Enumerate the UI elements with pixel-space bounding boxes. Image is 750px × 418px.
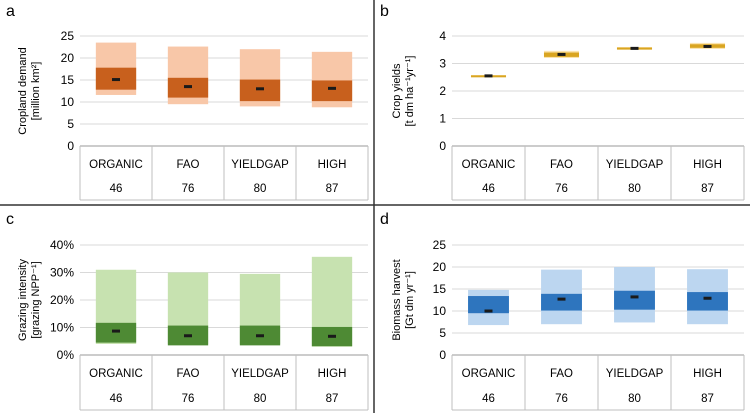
y-tick-label: 20	[433, 260, 447, 274]
category-label: ORGANIC	[462, 159, 516, 171]
y-tick-label: 4	[439, 29, 446, 43]
mean-marker	[112, 329, 120, 333]
inner-range-bar	[468, 296, 509, 314]
panel-letter: c	[6, 211, 14, 228]
category-label: YIELDGAP	[606, 159, 664, 171]
mean-marker	[630, 46, 639, 50]
y-tick-label: 20%	[50, 293, 74, 307]
scenario-count: 80	[628, 393, 641, 405]
y-tick-label: 15	[433, 282, 447, 296]
y-tick-label: 0	[67, 139, 74, 153]
y-tick-label: 10	[433, 304, 447, 318]
y-tick-label: 5	[439, 326, 446, 340]
y-tick-label: 5	[67, 117, 74, 131]
category-label: ORGANIC	[462, 368, 516, 380]
inner-range-bar	[311, 80, 353, 102]
y-axis-unit: [grazing NPP⁻¹]	[30, 261, 42, 338]
category-label: YIELDGAP	[231, 159, 289, 171]
y-tick-label: 2	[439, 84, 446, 98]
scenario-count: 76	[182, 183, 195, 195]
mean-marker	[484, 74, 493, 78]
y-axis-label: Biomass harvest	[391, 259, 403, 340]
category-label: ORGANIC	[89, 159, 143, 171]
y-axis-label: Cropland demand	[17, 47, 29, 134]
category-label: HIGH	[318, 368, 347, 380]
mean-marker	[184, 85, 192, 89]
y-axis-label: Crop yields	[391, 63, 403, 119]
y-tick-label: 10	[61, 95, 75, 109]
category-label: FAO	[550, 368, 573, 380]
mean-marker	[328, 86, 336, 90]
inner-range-bar	[687, 292, 728, 311]
category-label: HIGH	[693, 368, 722, 380]
scenario-count: 76	[555, 183, 568, 195]
category-label: FAO	[176, 368, 199, 380]
scenario-count: 76	[182, 393, 195, 405]
mean-marker	[256, 334, 264, 338]
y-tick-label: 3	[439, 57, 446, 71]
y-tick-label: 10%	[50, 321, 74, 335]
mean-marker	[703, 44, 712, 48]
scenario-count: 87	[701, 393, 714, 405]
mean-marker	[112, 78, 120, 82]
mean-marker	[557, 52, 566, 56]
mean-marker	[703, 296, 712, 300]
y-axis-unit: [Gt dm yr⁻¹]	[404, 271, 416, 329]
category-label: YIELDGAP	[606, 368, 664, 380]
scenario-count: 80	[254, 393, 267, 405]
y-tick-label: 1	[439, 112, 446, 126]
scenario-count: 87	[326, 183, 339, 195]
scenario-count: 46	[110, 393, 123, 405]
mean-marker	[328, 334, 336, 338]
y-axis-unit: [million km²]	[30, 62, 42, 121]
category-label: FAO	[176, 159, 199, 171]
panel-b: b Crop yields [t dm ha⁻¹yr⁻¹] 0 1 2 3 4 ORGANIC 4…	[380, 3, 745, 201]
category-label: FAO	[550, 159, 573, 171]
category-label: YIELDGAP	[231, 368, 289, 380]
y-tick-label: 0	[439, 348, 446, 362]
panel-c: c Grazing intensity [grazing NPP⁻¹] 0% 10% 20…	[6, 211, 369, 411]
panel-d: d Biomass harvest [Gt dm yr⁻¹] 0 5 10 15 20 25 OR…	[380, 211, 745, 411]
y-axis-label: Grazing intensity	[17, 259, 29, 341]
y-axis-unit: [t dm ha⁻¹yr⁻¹]	[404, 56, 416, 127]
scenario-count: 46	[482, 393, 495, 405]
y-tick-label: 30%	[50, 266, 74, 280]
scenario-count: 87	[701, 183, 714, 195]
inner-range-bar	[239, 79, 281, 102]
mean-marker	[184, 334, 192, 338]
scenario-count: 80	[628, 183, 641, 195]
mean-marker	[484, 309, 493, 313]
panel-a: a Cropland demand [million km²] 0 5 10 15 20 25 O…	[6, 3, 369, 201]
mean-marker	[630, 295, 639, 299]
inner-range-bar	[95, 322, 137, 343]
y-tick-label: 0	[439, 139, 446, 153]
inner-range-bar	[614, 290, 655, 310]
y-tick-label: 0%	[57, 348, 75, 362]
y-tick-label: 25	[433, 238, 447, 252]
category-label: HIGH	[693, 159, 722, 171]
scenario-count: 46	[482, 183, 495, 195]
inner-range-bar	[541, 293, 582, 311]
category-label: ORGANIC	[89, 368, 143, 380]
category-label: HIGH	[318, 159, 347, 171]
mean-marker	[557, 297, 566, 301]
panel-letter: d	[380, 211, 389, 228]
panel-letter: b	[380, 3, 389, 20]
mean-marker	[256, 87, 264, 91]
y-tick-label: 20	[61, 51, 75, 65]
scenario-count: 80	[254, 183, 267, 195]
y-tick-label: 25	[61, 29, 75, 43]
y-tick-label: 40%	[50, 238, 74, 252]
panel-letter: a	[6, 3, 15, 20]
scenario-count: 76	[555, 393, 568, 405]
scenario-count: 87	[326, 393, 339, 405]
scenario-count: 46	[110, 183, 123, 195]
y-tick-label: 15	[61, 73, 75, 87]
